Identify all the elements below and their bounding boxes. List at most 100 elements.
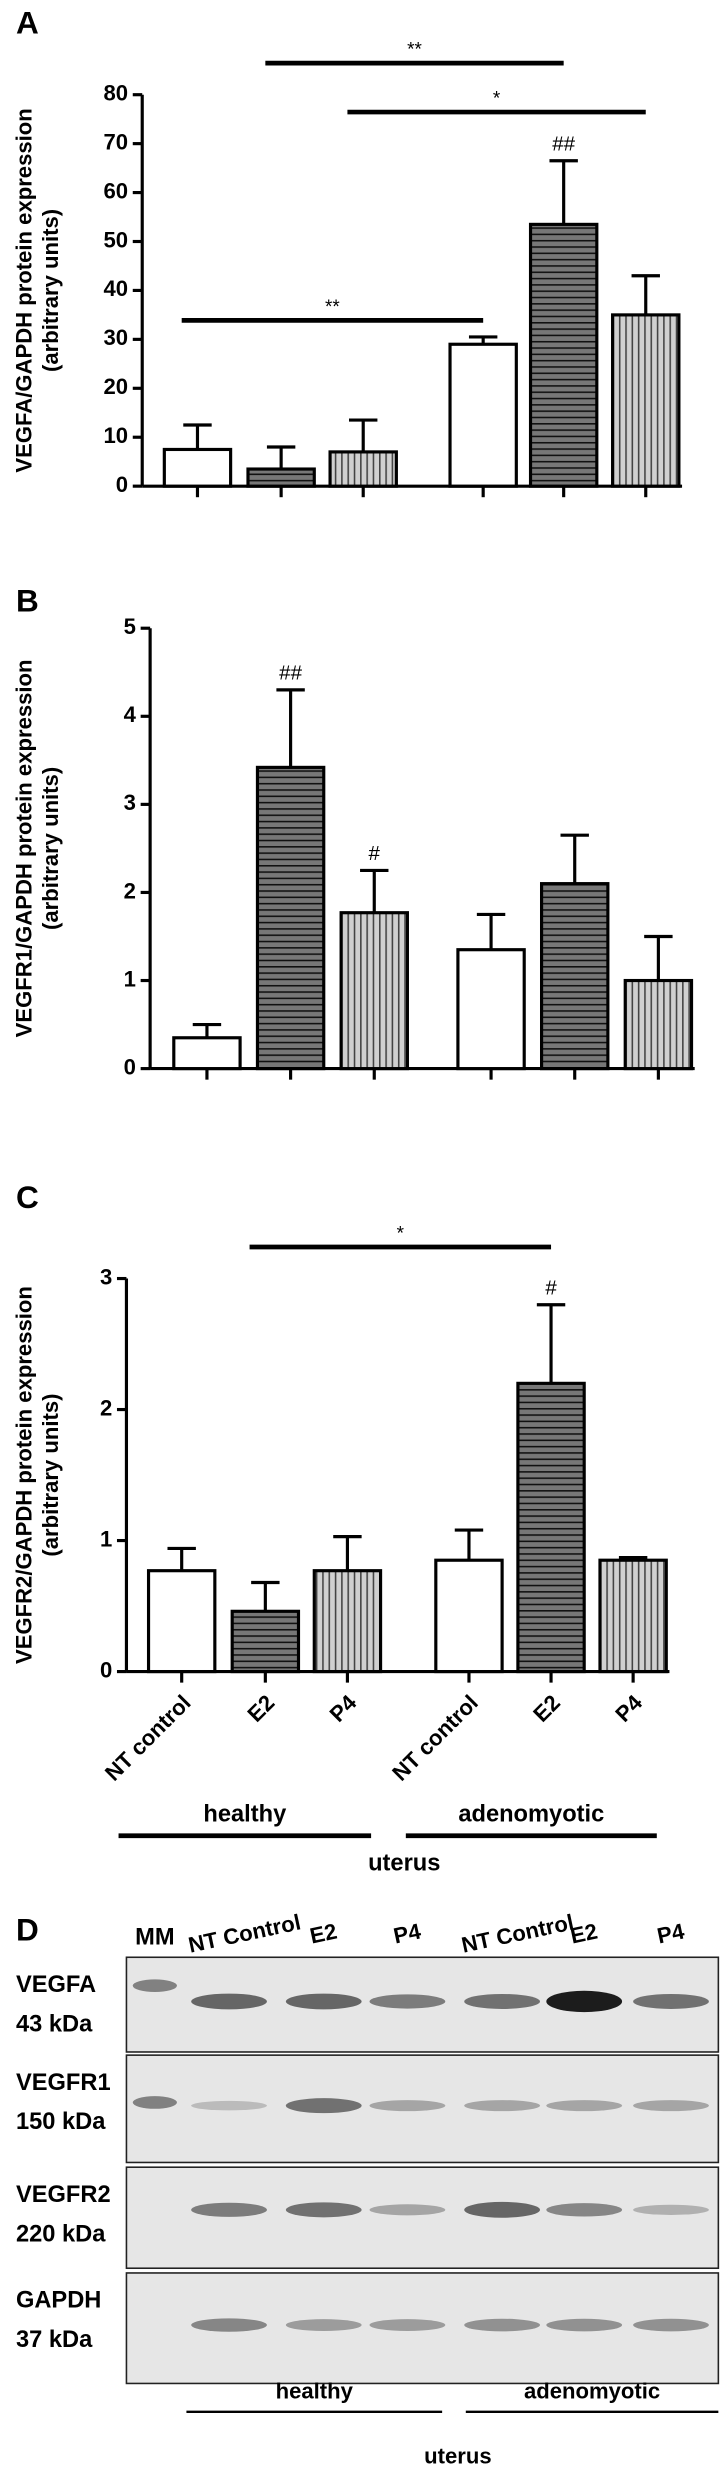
x-tick-label: E2 xyxy=(243,1690,280,1727)
blot-band xyxy=(191,2100,267,2111)
lane-label: NT Control xyxy=(186,1909,303,1957)
panel-letter: C xyxy=(16,1179,39,1215)
significance-label: * xyxy=(397,1223,405,1244)
blot-band xyxy=(546,2203,623,2217)
y-tick-label: 40 xyxy=(103,276,128,301)
y-tick-label: 0 xyxy=(100,1657,112,1682)
blot-band xyxy=(285,2202,362,2218)
y-tick-label: 0 xyxy=(124,1054,136,1079)
marker-band xyxy=(132,1979,177,1992)
y-tick-label: 1 xyxy=(100,1526,112,1551)
blot-band xyxy=(285,2098,362,2114)
bar xyxy=(623,978,694,1071)
bar-annotation: # xyxy=(545,1276,557,1299)
y-tick-label: 20 xyxy=(103,374,128,399)
blot-band xyxy=(546,1990,623,2013)
bar xyxy=(255,765,326,1071)
size-label: 37 kDa xyxy=(16,2327,93,2353)
bar xyxy=(328,450,398,488)
bar xyxy=(598,1558,668,1674)
bar xyxy=(339,911,409,1071)
protein-label: VEGFA xyxy=(16,1972,96,1998)
blot-band xyxy=(369,2100,446,2112)
blot-band xyxy=(191,1993,267,2010)
blot-band xyxy=(633,2318,709,2332)
blot-band xyxy=(546,2318,623,2332)
bar xyxy=(516,1381,586,1674)
blot-band xyxy=(633,2204,709,2215)
bar xyxy=(146,1569,217,1674)
protein-label: GAPDH xyxy=(16,2288,101,2314)
x-tick-label: NT control xyxy=(100,1690,196,1786)
blot-band xyxy=(546,2100,623,2112)
significance-label: * xyxy=(493,88,501,109)
protein-label: VEGFR2 xyxy=(16,2182,111,2208)
y-tick-label: 60 xyxy=(103,178,128,203)
bar xyxy=(230,1609,301,1674)
x-tick-label: P4 xyxy=(610,1689,647,1726)
blot-band xyxy=(191,2202,267,2217)
blot-band xyxy=(464,1993,540,2009)
y-tick-label: 10 xyxy=(103,423,128,448)
y-tick-label: 30 xyxy=(103,325,128,350)
size-label: 150 kDa xyxy=(16,2109,106,2135)
panel-letter: A xyxy=(16,5,39,41)
blot-strip xyxy=(125,2272,720,2385)
y-tick-label: 2 xyxy=(100,1395,112,1420)
y-axis-label-sub: (arbitrary units) xyxy=(38,1393,63,1556)
blot-band xyxy=(464,2318,540,2332)
significance-label: ** xyxy=(325,297,340,318)
group-label: healthy xyxy=(276,2379,354,2404)
bar-annotation: ## xyxy=(552,132,575,155)
y-axis-label: VEGFR2/GAPDH protein expression xyxy=(11,1286,36,1664)
bar xyxy=(312,1569,383,1674)
lane-label: P4 xyxy=(655,1918,687,1948)
marker-band xyxy=(132,2096,177,2109)
significance-label: ** xyxy=(407,40,422,61)
blot-band xyxy=(369,1994,446,2009)
x-tick-label: NT control xyxy=(387,1690,483,1786)
panel-letter: B xyxy=(16,582,39,618)
blot-band xyxy=(369,2319,446,2331)
blot-band xyxy=(633,1993,709,2009)
y-tick-label: 70 xyxy=(103,129,128,154)
blot-band xyxy=(464,2201,540,2218)
bar xyxy=(539,882,610,1071)
y-tick-label: 1 xyxy=(124,966,136,991)
y-axis-label-sub: (arbitrary units) xyxy=(38,767,63,930)
bar xyxy=(448,342,518,488)
blot-band xyxy=(285,1993,362,2010)
size-label: 220 kDa xyxy=(16,2221,106,2247)
blot-strip xyxy=(125,2054,720,2164)
y-tick-label: 3 xyxy=(124,790,136,815)
bar xyxy=(611,313,681,488)
y-tick-label: 50 xyxy=(103,227,128,252)
bar-annotation: # xyxy=(369,842,381,865)
bar xyxy=(172,1036,242,1071)
y-axis-label-sub: (arbitrary units) xyxy=(38,209,63,372)
x-tick-label: E2 xyxy=(528,1690,565,1727)
bar xyxy=(434,1558,504,1674)
y-axis-label: VEGFR1/GAPDH protein expression xyxy=(11,659,36,1037)
group-title: uterus xyxy=(368,1850,440,1876)
size-label: 43 kDa xyxy=(16,2011,93,2037)
y-axis-label: VEGFA/GAPDH protein expression xyxy=(11,108,36,472)
protein-label: VEGFR1 xyxy=(16,2070,111,2096)
y-tick-label: 4 xyxy=(124,702,137,727)
lane-label: E2 xyxy=(308,1919,340,1949)
blot-band xyxy=(285,2319,362,2331)
y-tick-label: 80 xyxy=(103,81,128,106)
y-tick-label: 0 xyxy=(116,472,128,497)
blot-strip xyxy=(125,2166,720,2270)
blot-band xyxy=(191,2318,267,2332)
x-tick-label: P4 xyxy=(325,1689,362,1726)
lane-label: NT Control xyxy=(459,1909,576,1957)
y-tick-label: 5 xyxy=(124,614,136,639)
group-label: adenomyotic xyxy=(458,1801,604,1827)
blot-band xyxy=(464,2100,540,2112)
bar xyxy=(246,467,316,488)
group-label: healthy xyxy=(203,1801,287,1827)
bar xyxy=(528,222,599,488)
